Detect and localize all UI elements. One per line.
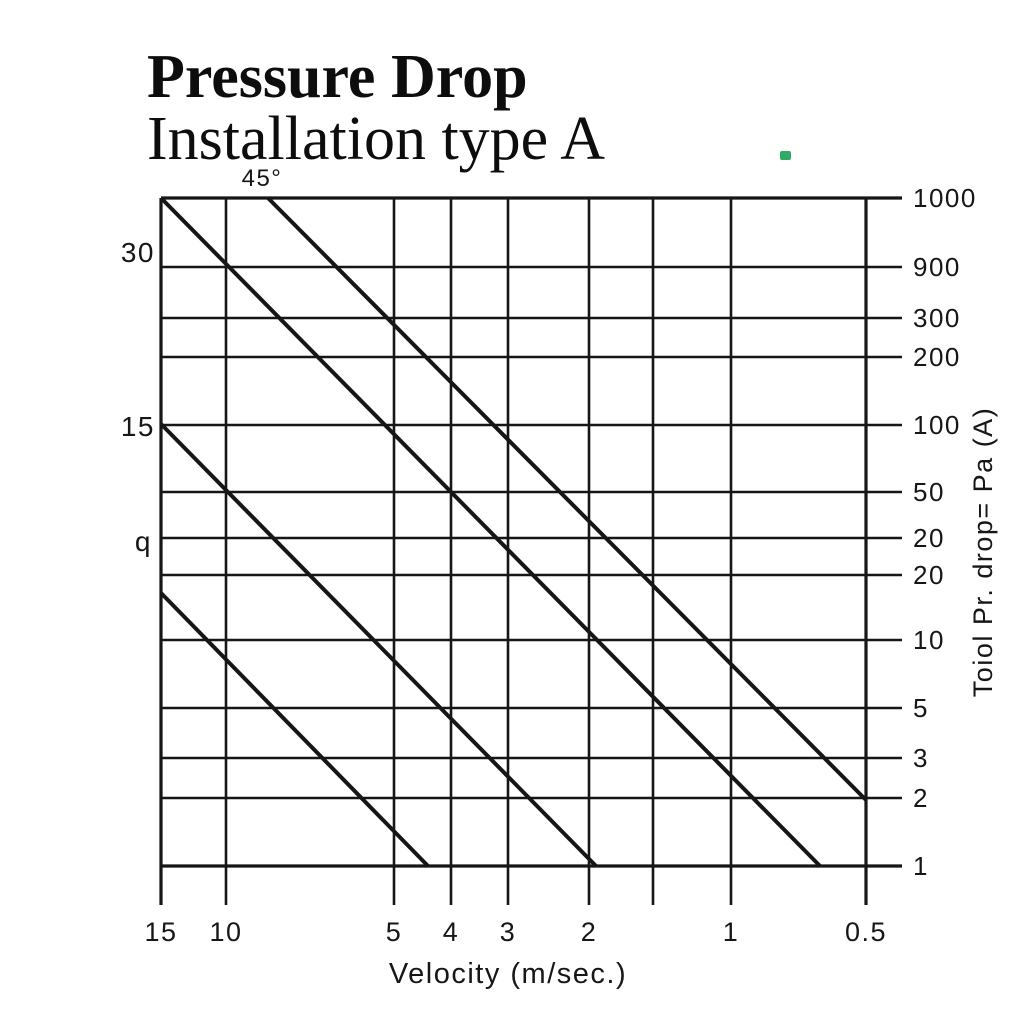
x-axis-title: Velocity (m/sec.) (389, 958, 627, 990)
y-tick-label: 1000 (913, 183, 977, 213)
y-tick-label: 10 (913, 625, 945, 655)
y-axis-title: Toiol Pr. drop= Pa (A) (968, 407, 998, 697)
page-subtitle: Installation type A (147, 105, 606, 173)
y-tick-label: 20 (913, 560, 945, 590)
x-tick-label: 1 (723, 917, 740, 947)
y-tick-label: 1 (913, 851, 929, 881)
line-15-label: 15 (121, 411, 155, 442)
line-45deg-label: 45° (242, 165, 283, 192)
x-tick-label: 3 (500, 917, 517, 947)
y-tick-label: 2 (913, 783, 929, 813)
y-tick-label: 3 (913, 743, 929, 773)
line-30-label: 30 (121, 237, 155, 268)
y-tick-label: 20 (913, 523, 945, 553)
line-30 (159, 196, 822, 868)
x-tick-label: 10 (209, 917, 242, 947)
x-tick-label: 4 (443, 917, 460, 947)
line-45deg (266, 196, 868, 802)
line-15 (159, 422, 598, 868)
green-marker-dot (780, 151, 791, 160)
y-tick-label: 300 (913, 303, 961, 333)
y-tick-label: 900 (913, 252, 961, 282)
x-tick-label: 2 (581, 917, 598, 947)
page-title: Pressure Drop (147, 43, 528, 111)
line-q (159, 591, 430, 868)
line-q-label: q (135, 526, 152, 557)
y-tick-label: 50 (913, 477, 945, 507)
y-tick-label: 200 (913, 342, 961, 372)
x-tick-label: 5 (386, 917, 403, 947)
y-tick-label: 5 (913, 693, 929, 723)
y-tick-label: 100 (913, 410, 961, 440)
x-tick-label: 0.5 (845, 917, 887, 947)
x-tick-label: 15 (144, 917, 177, 947)
